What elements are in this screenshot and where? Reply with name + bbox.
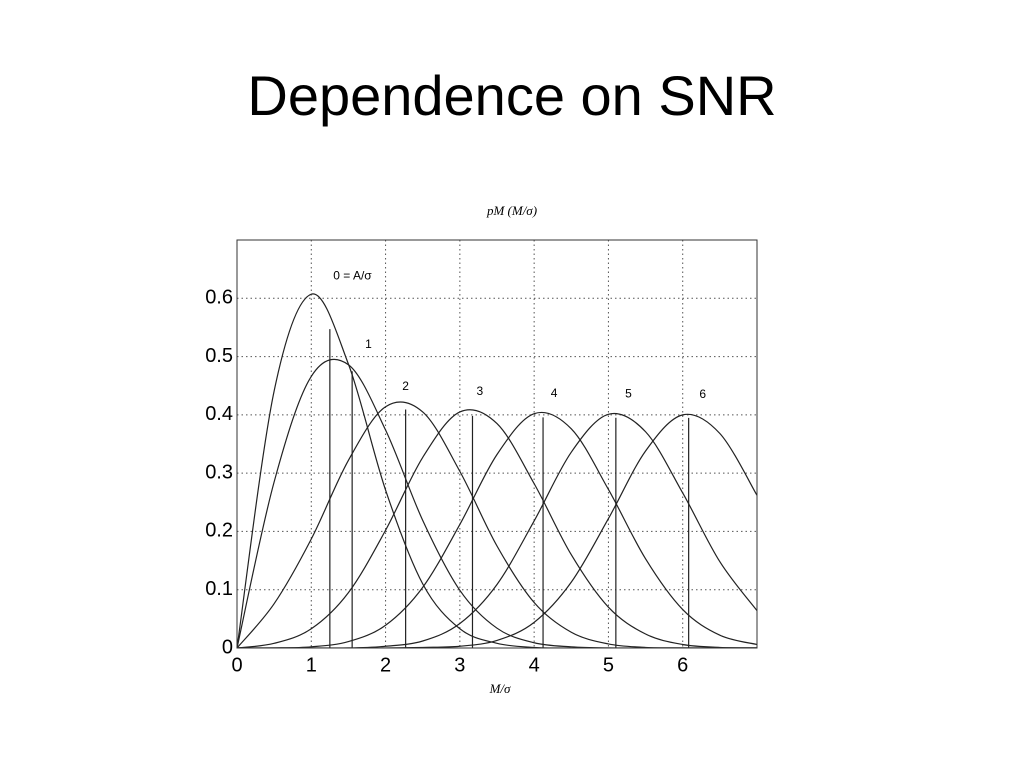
curve-label: 1 [365, 337, 372, 351]
y-tick-label: 0.3 [205, 461, 233, 483]
curve [237, 358, 757, 648]
x-tick-label: 3 [454, 654, 465, 676]
curve-label: 2 [402, 379, 409, 393]
curve-label: 5 [625, 386, 632, 400]
x-axis-label: M/σ [489, 681, 511, 696]
chart-title: pM (M/σ) [486, 203, 537, 218]
curve-label: 4 [551, 386, 558, 400]
curve [237, 413, 757, 648]
plot-frame [236, 239, 758, 649]
y-tick-label: 0.1 [205, 578, 233, 600]
curve-label: 6 [699, 387, 706, 401]
curve [237, 412, 757, 648]
x-tick-label: 1 [306, 654, 317, 676]
grid [236, 240, 757, 649]
curve [237, 293, 757, 648]
curve-label: 3 [477, 384, 484, 398]
x-tick-label: 2 [380, 654, 391, 676]
y-tick-label: 0.6 [205, 287, 233, 309]
curve [237, 411, 757, 648]
x-tick-label: 4 [529, 654, 540, 676]
x-tick-label: 0 [231, 654, 242, 676]
x-tick-label: 5 [603, 654, 614, 676]
y-tick-label: 0.4 [205, 403, 233, 425]
y-tick-label: 0.5 [205, 345, 233, 367]
slide-title: Dependence on SNR [247, 64, 776, 127]
plot [237, 293, 757, 648]
curve-label: 0 = A/σ [333, 268, 372, 282]
y-tick-label: 0 [222, 636, 233, 658]
x-tick-label: 6 [677, 654, 688, 676]
curve [237, 409, 757, 648]
y-tick-label: 0.2 [205, 520, 233, 542]
curve [237, 401, 757, 648]
